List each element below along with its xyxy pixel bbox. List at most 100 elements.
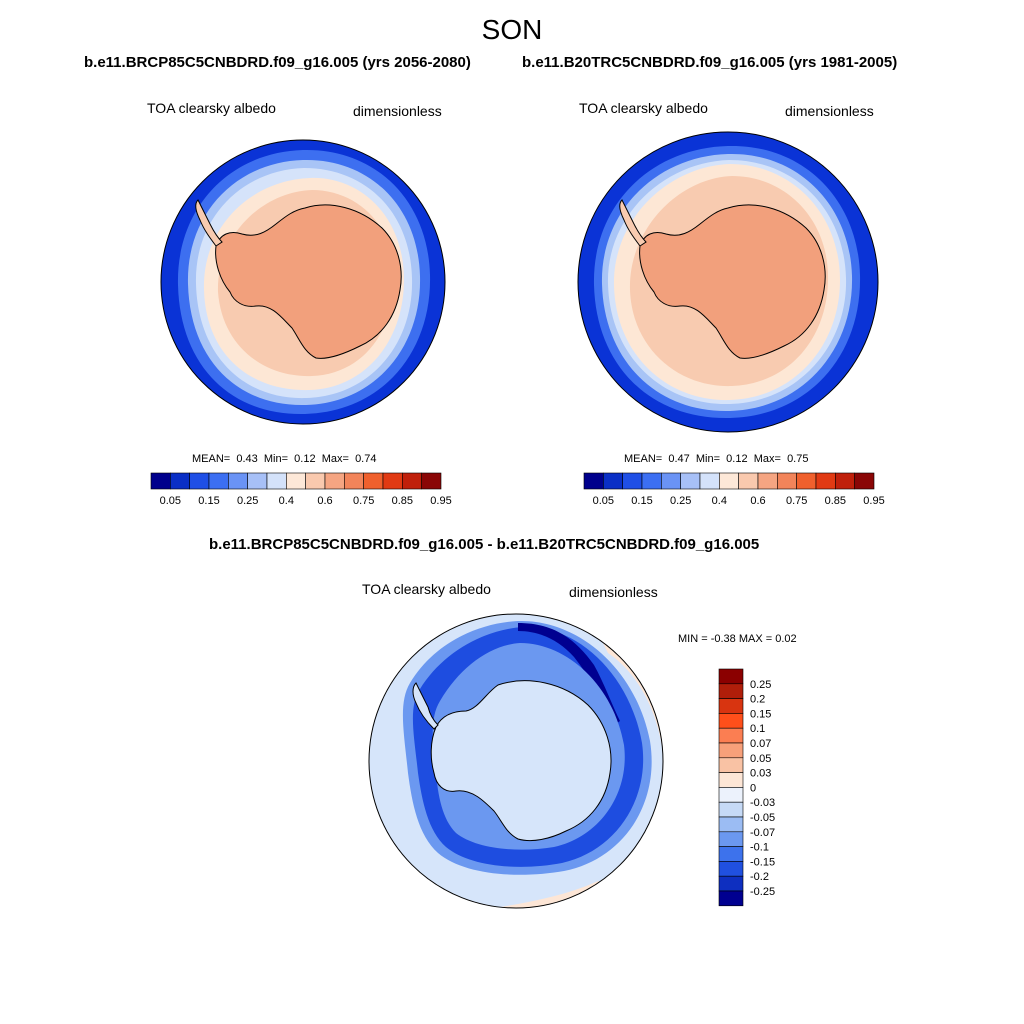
colorbar-swatch — [718, 831, 744, 847]
colorbar-tick-label: 0 — [750, 782, 756, 794]
diff-colorbar: 0.25 0.2 0.15 0.1 0.07 0.05 0.03 0 -0.03 -0.05 -0.… — [718, 668, 775, 907]
colorbar-swatch — [170, 472, 190, 490]
colorbar-swatch — [777, 472, 797, 490]
diff-units-label: dimensionless — [569, 584, 658, 600]
colorbar-tick-label: 0.25 — [237, 495, 258, 507]
colorbar-tick-label: 0.6 — [750, 495, 765, 507]
colorbar-swatch — [718, 757, 744, 773]
colorbar-swatch — [150, 472, 171, 490]
colorbar-tick-label: 0.25 — [750, 679, 771, 691]
colorbar-tick-label: 0.4 — [712, 495, 727, 507]
colorbar-tick-label: 0.03 — [750, 768, 771, 780]
colorbar-swatch — [718, 683, 744, 699]
colorbar-tick-label: -0.05 — [750, 812, 775, 824]
antarctic-peninsula — [195, 199, 223, 247]
colorbar-swatch — [815, 472, 836, 490]
colorbar-tick-label: 0.95 — [863, 495, 884, 507]
colorbar-tick-label: -0.2 — [750, 871, 769, 883]
right-min-value: 0.12 — [726, 453, 748, 465]
colorbar-swatch — [661, 472, 681, 490]
diff-interior — [430, 680, 612, 842]
colorbar-swatch — [699, 472, 720, 490]
colorbar-swatch — [421, 472, 442, 490]
colorbar-swatch — [622, 472, 643, 490]
colorbar-swatch — [266, 472, 287, 490]
colorbar-swatch — [344, 472, 364, 490]
diff-variable-label: TOA clearsky albedo — [362, 581, 491, 597]
colorbar-swatch — [718, 861, 744, 877]
colorbar-tick-label: -0.15 — [750, 856, 775, 868]
colorbar-swatch — [718, 816, 744, 833]
colorbar-swatch — [382, 472, 403, 490]
colorbar-tick-label: 0.15 — [198, 495, 219, 507]
colorbar-tick-label: 0.25 — [670, 495, 691, 507]
colorbar-swatch — [718, 801, 744, 818]
colorbar-swatch — [718, 742, 744, 759]
colorbar-tick-label: 0.15 — [631, 495, 652, 507]
diff-peninsula — [412, 682, 439, 730]
colorbar-tick-label: 0.75 — [353, 495, 374, 507]
colorbar-swatch — [641, 472, 662, 490]
colorbar-swatch — [854, 472, 875, 490]
colorbar-tick-label: 0.75 — [786, 495, 807, 507]
antarctica-albedo — [215, 204, 402, 359]
colorbar-swatch — [228, 472, 248, 490]
left-min-value: 0.12 — [294, 453, 316, 465]
colorbar-swatch — [189, 472, 210, 490]
colorbar-swatch — [603, 472, 623, 490]
colorbar-tick-label: 0.05 — [593, 495, 614, 507]
colorbar-swatch — [718, 787, 744, 803]
colorbar-swatch — [718, 668, 744, 685]
right-variable-label: TOA clearsky albedo — [579, 100, 708, 116]
left-variable-label: TOA clearsky albedo — [147, 100, 276, 116]
colorbar-swatch — [835, 472, 855, 490]
colorbar-tick-label: 0.85 — [825, 495, 846, 507]
colorbar-tick-label: 0.4 — [279, 495, 294, 507]
colorbar-tick-label: 0.1 — [750, 723, 765, 735]
colorbar-tick-label: 0.15 — [750, 708, 771, 720]
antarctica-albedo — [639, 204, 826, 359]
colorbar-tick-label: -0.1 — [750, 842, 769, 854]
right-units-label: dimensionless — [785, 103, 874, 119]
right-polar-map — [577, 131, 879, 433]
colorbar-swatch — [324, 472, 345, 490]
colorbar-swatch — [208, 472, 229, 490]
left-units-label: dimensionless — [353, 103, 442, 119]
colorbar-swatch — [718, 772, 744, 788]
left-colorbar: 0.05 0.15 0.25 0.4 0.6 0.75 0.85 0.95 — [150, 472, 452, 507]
colorbar-tick-label: 0.95 — [430, 495, 451, 507]
left-polar-map — [160, 139, 446, 425]
colorbar-swatch — [718, 713, 744, 729]
left-max-value: 0.74 — [355, 453, 377, 465]
right-colorbar: 0.05 0.15 0.25 0.4 0.6 0.75 0.85 0.95 — [583, 472, 885, 507]
right-case-title: b.e11.B20TRC5CNBDRD.f09_g16.005 (yrs 198… — [522, 54, 898, 71]
left-case-title: b.e11.BRCP85C5CNBDRD.f09_g16.005 (yrs 20… — [84, 54, 471, 71]
colorbar-tick-label: 0.05 — [750, 753, 771, 765]
colorbar-swatch — [796, 472, 817, 490]
colorbar-swatch — [363, 472, 384, 490]
left-mean-value: 0.43 — [236, 453, 258, 465]
colorbar-swatch — [286, 472, 306, 490]
figure-title: SON — [481, 14, 543, 45]
colorbar-swatch — [247, 472, 268, 490]
colorbar-tick-label: -0.07 — [750, 827, 775, 839]
colorbar-swatch — [305, 472, 326, 490]
diff-case-title: b.e11.BRCP85C5CNBDRD.f09_g16.005 - b.e11… — [209, 536, 760, 553]
colorbar-swatch — [719, 472, 739, 490]
colorbar-swatch — [718, 890, 744, 907]
colorbar-swatch — [680, 472, 701, 490]
colorbar-tick-label: 0.05 — [160, 495, 181, 507]
colorbar-swatch — [718, 846, 744, 862]
colorbar-swatch — [718, 875, 744, 892]
antarctic-peninsula — [619, 199, 647, 247]
colorbar-swatch — [583, 472, 604, 490]
colorbar-swatch — [757, 472, 778, 490]
colorbar-tick-label: -0.25 — [750, 886, 775, 898]
diff-stats: MIN = -0.38 MAX = 0.02 — [678, 633, 797, 645]
left-stats: MEAN= 0.43 Min= 0.12 Max= 0.74 — [192, 453, 377, 465]
right-max-value: 0.75 — [787, 453, 809, 465]
right-mean-value: 0.47 — [668, 453, 690, 465]
diff-polar-map — [368, 613, 664, 909]
colorbar-swatch — [738, 472, 759, 490]
colorbar-tick-label: 0.85 — [392, 495, 413, 507]
